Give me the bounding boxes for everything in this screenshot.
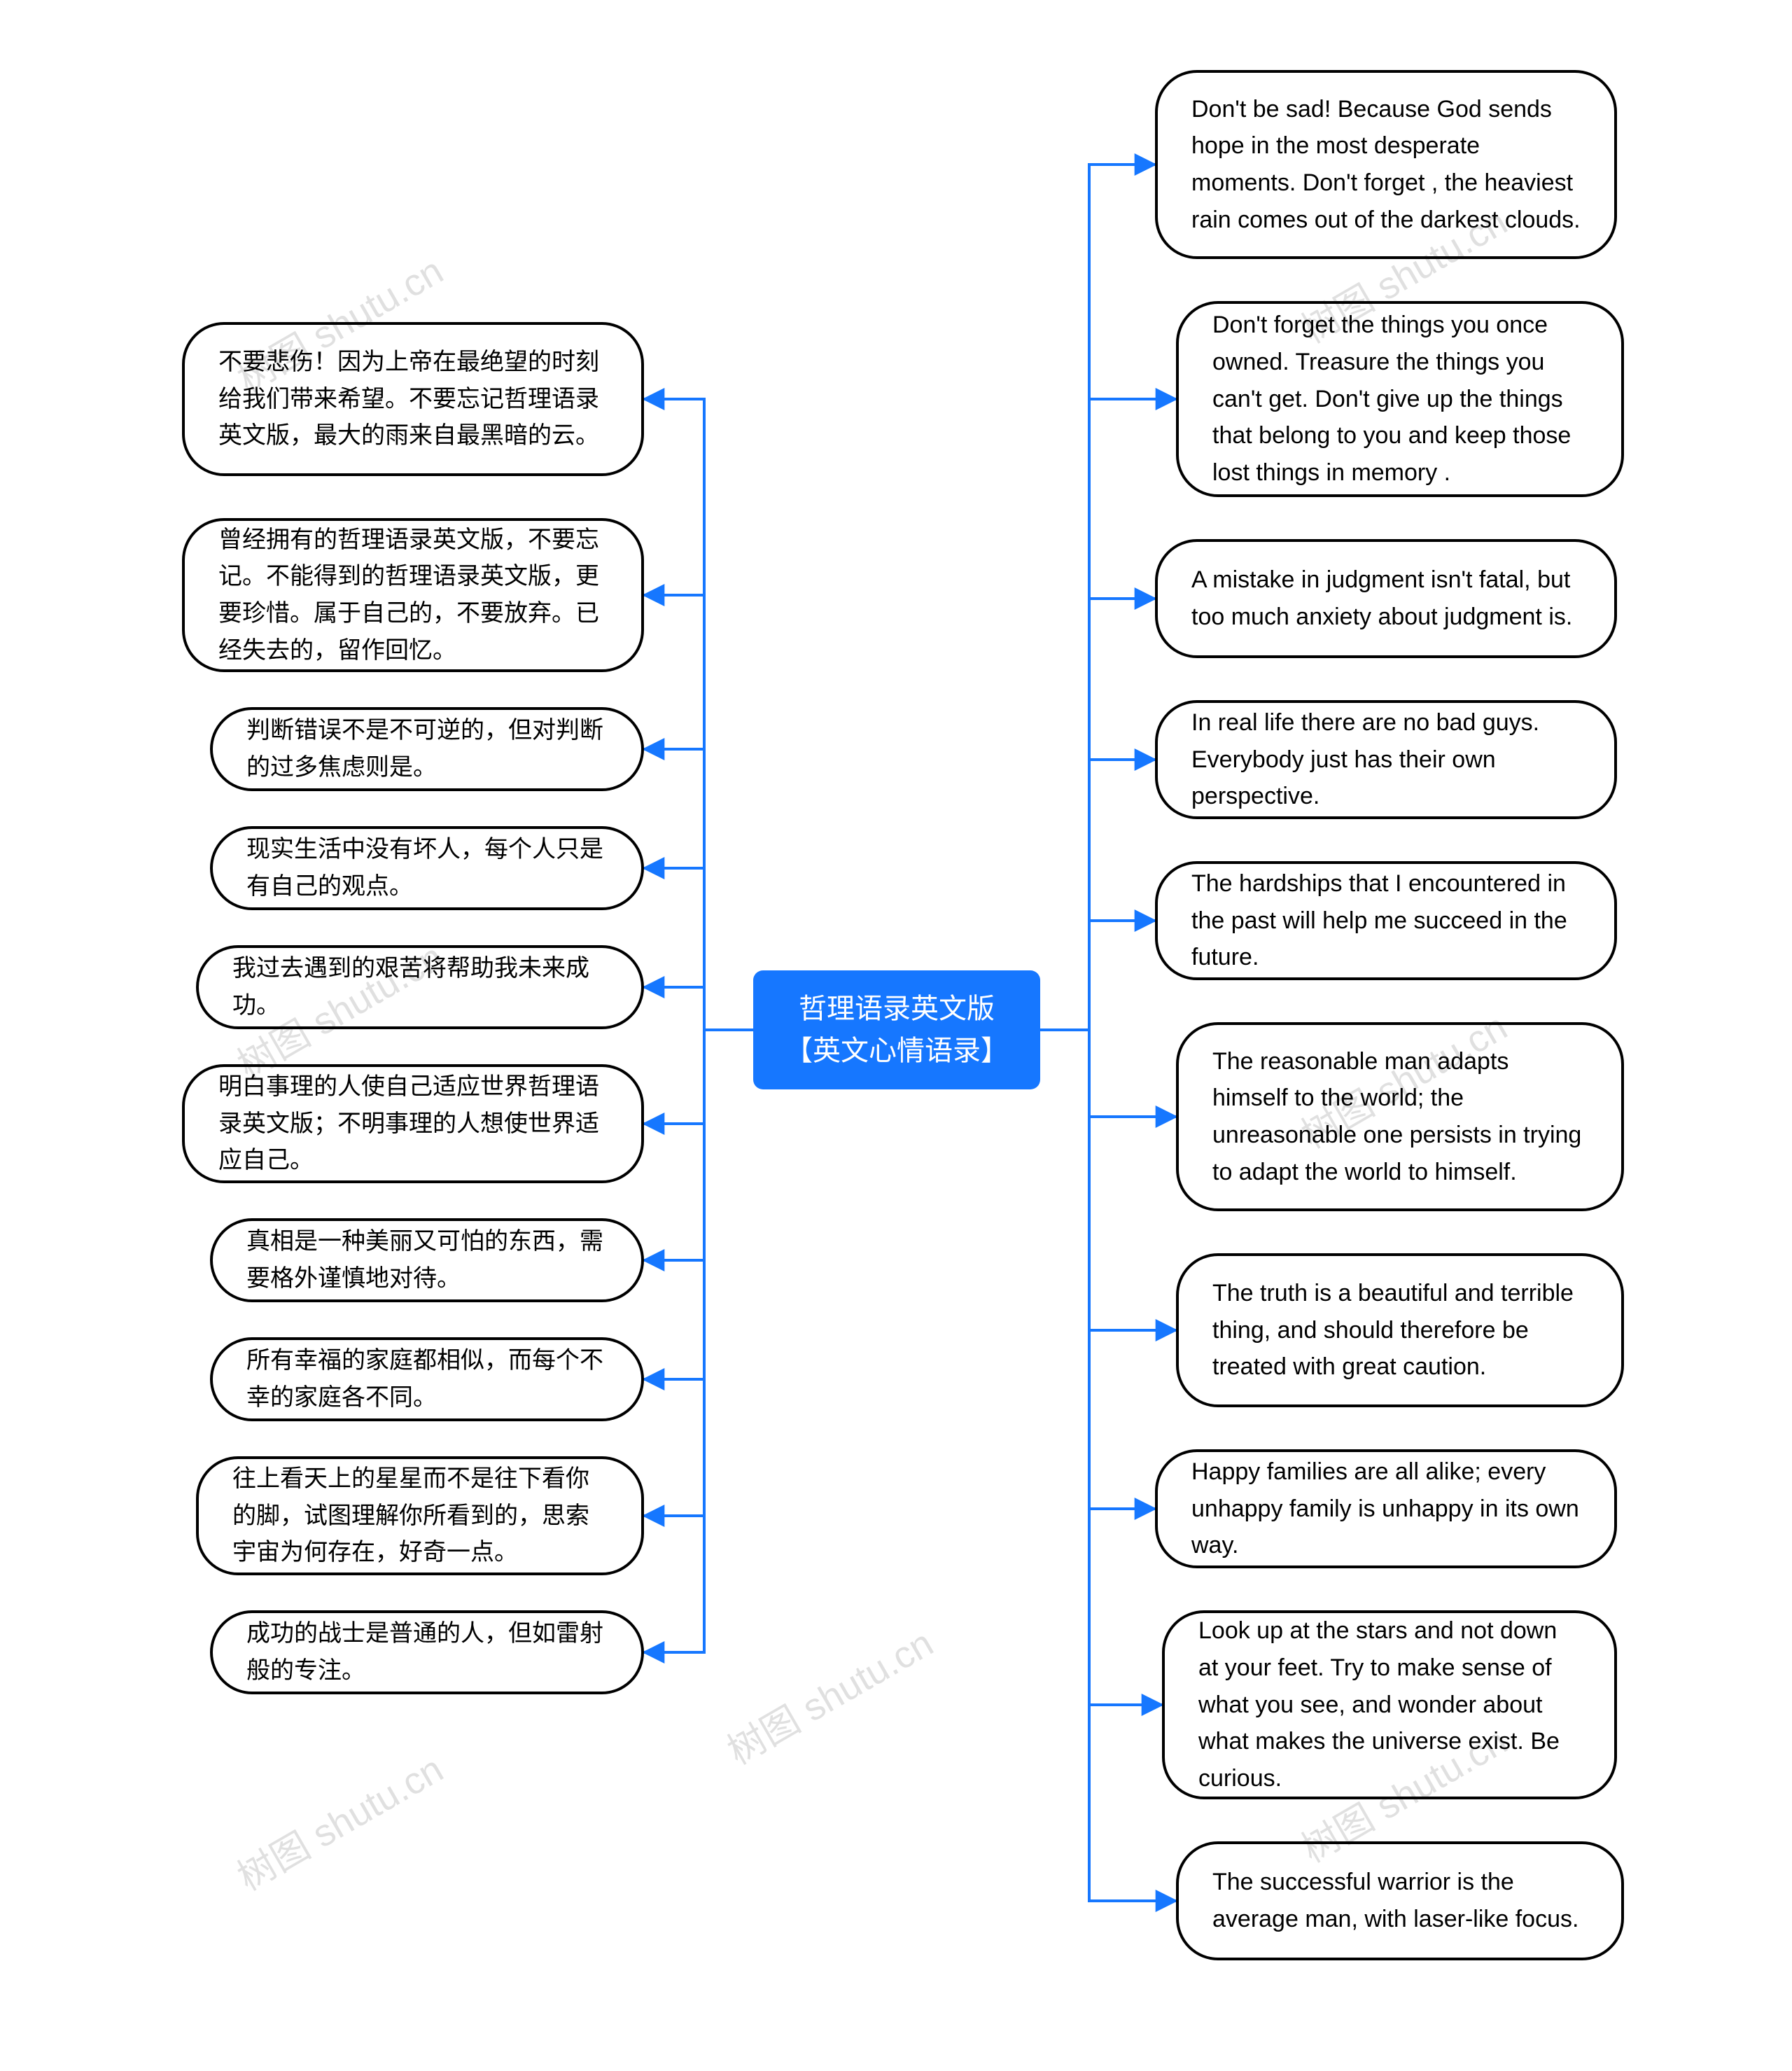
- left-node-7-text: 真相是一种美丽又可怕的东西，需要格外谨慎地对待。: [246, 1223, 608, 1297]
- right-node-1-text: Don't be sad! Because God sends hope in …: [1191, 91, 1581, 239]
- left-node-10-text: 成功的战士是普通的人，但如雷射般的专注。: [246, 1615, 608, 1689]
- right-node-2-text: Don't forget the things you once owned. …: [1212, 307, 1588, 491]
- right-node-5: The hardships that I encountered in the …: [1155, 861, 1617, 980]
- left-node-9-text: 往上看天上的星星而不是往下看你的脚，试图理解你所看到的，思索宇宙为何存在，好奇一…: [232, 1460, 608, 1571]
- left-node-7: 真相是一种美丽又可怕的东西，需要格外谨慎地对待。: [210, 1218, 644, 1302]
- right-node-6-text: The reasonable man adapts himself to the…: [1212, 1043, 1588, 1191]
- right-node-5-text: The hardships that I encountered in the …: [1191, 865, 1581, 976]
- right-node-3: A mistake in judgment isn't fatal, but t…: [1155, 539, 1617, 658]
- left-node-8-text: 所有幸福的家庭都相似，而每个不幸的家庭各不同。: [246, 1342, 608, 1416]
- left-node-8: 所有幸福的家庭都相似，而每个不幸的家庭各不同。: [210, 1337, 644, 1421]
- right-node-8-text: Happy families are all alike; every unha…: [1191, 1453, 1581, 1564]
- right-node-4-text: In real life there are no bad guys. Ever…: [1191, 704, 1581, 815]
- right-node-9: Look up at the stars and not down at you…: [1162, 1610, 1617, 1799]
- left-node-5-text: 我过去遇到的艰苦将帮助我未来成功。: [232, 950, 608, 1024]
- left-node-9: 往上看天上的星星而不是往下看你的脚，试图理解你所看到的，思索宇宙为何存在，好奇一…: [196, 1456, 644, 1575]
- right-node-7-text: The truth is a beautiful and terrible th…: [1212, 1275, 1588, 1386]
- center-node-text: 哲理语录英文版【英文心情语录】: [774, 988, 1019, 1072]
- left-node-2: 曾经拥有的哲理语录英文版，不要忘记。不能得到的哲理语录英文版，更要珍惜。属于自己…: [182, 518, 644, 672]
- mindmap-canvas: 哲理语录英文版【英文心情语录】 不要悲伤！因为上帝在最绝望的时刻给我们带来希望。…: [0, 0, 1792, 2071]
- right-node-4: In real life there are no bad guys. Ever…: [1155, 700, 1617, 819]
- left-node-10: 成功的战士是普通的人，但如雷射般的专注。: [210, 1610, 644, 1694]
- right-node-6: The reasonable man adapts himself to the…: [1176, 1022, 1624, 1211]
- right-node-9-text: Look up at the stars and not down at you…: [1198, 1612, 1581, 1797]
- left-node-1: 不要悲伤！因为上帝在最绝望的时刻给我们带来希望。不要忘记哲理语录英文版，最大的雨…: [182, 322, 644, 476]
- right-node-2: Don't forget the things you once owned. …: [1176, 301, 1624, 497]
- left-node-5: 我过去遇到的艰苦将帮助我未来成功。: [196, 945, 644, 1029]
- left-node-3: 判断错误不是不可逆的，但对判断的过多焦虑则是。: [210, 707, 644, 791]
- left-node-6-text: 明白事理的人使自己适应世界哲理语录英文版；不明事理的人想使世界适应自己。: [218, 1068, 608, 1179]
- right-node-8: Happy families are all alike; every unha…: [1155, 1449, 1617, 1568]
- left-node-4-text: 现实生活中没有坏人，每个人只是有自己的观点。: [246, 831, 608, 905]
- right-node-1: Don't be sad! Because God sends hope in …: [1155, 70, 1617, 259]
- center-node: 哲理语录英文版【英文心情语录】: [753, 970, 1040, 1089]
- watermark-3: 树图 shutu.cn: [225, 1739, 451, 1902]
- left-node-6: 明白事理的人使自己适应世界哲理语录英文版；不明事理的人想使世界适应自己。: [182, 1064, 644, 1183]
- left-node-1-text: 不要悲伤！因为上帝在最绝望的时刻给我们带来希望。不要忘记哲理语录英文版，最大的雨…: [218, 344, 608, 454]
- right-node-3-text: A mistake in judgment isn't fatal, but t…: [1191, 562, 1581, 635]
- right-node-7: The truth is a beautiful and terrible th…: [1176, 1253, 1624, 1407]
- right-node-10: The successful warrior is the average ma…: [1176, 1841, 1624, 1960]
- left-node-3-text: 判断错误不是不可逆的，但对判断的过多焦虑则是。: [246, 712, 608, 786]
- left-node-2-text: 曾经拥有的哲理语录英文版，不要忘记。不能得到的哲理语录英文版，更要珍惜。属于自己…: [218, 522, 608, 669]
- watermark-4: 树图 shutu.cn: [715, 1613, 941, 1776]
- right-node-10-text: The successful warrior is the average ma…: [1212, 1864, 1588, 1937]
- left-node-4: 现实生活中没有坏人，每个人只是有自己的观点。: [210, 826, 644, 910]
